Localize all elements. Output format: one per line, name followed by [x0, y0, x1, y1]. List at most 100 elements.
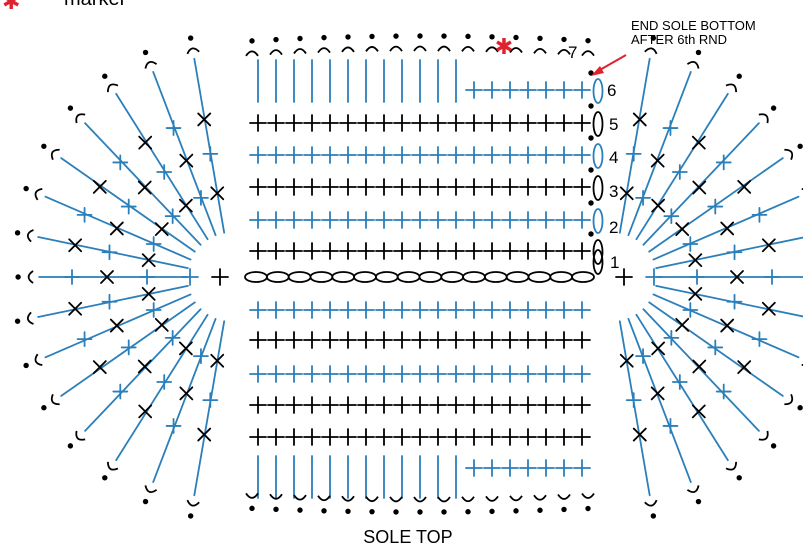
chain-loop-icon: [27, 270, 34, 284]
sc-stitch-icon: [537, 428, 555, 446]
sc-stitch-icon: [411, 114, 429, 132]
sc-stitch-icon: [573, 396, 591, 414]
sc-stitch-icon: [555, 211, 573, 229]
sc-stitch-icon: [249, 365, 267, 383]
legend-marker-icon: ✱: [2, 0, 20, 14]
sc-stitch-icon: [447, 428, 465, 446]
chain-loop-icon: [186, 499, 200, 507]
sc-stitch-icon: [375, 365, 393, 383]
slip-stitch-dot-icon: [321, 34, 327, 41]
sc-stitch-icon: [249, 301, 267, 319]
sc-stitch-icon: [303, 211, 321, 229]
sc-stitch-icon: [691, 404, 706, 419]
sc-stitch-icon: [726, 244, 743, 261]
caption: SOLE TOP: [363, 527, 452, 547]
chain-loop-icon: [293, 494, 307, 501]
sc-stitch-icon: [519, 428, 537, 446]
sc-stitch-icon: [339, 146, 357, 164]
sc-stitch-icon: [519, 81, 537, 99]
sc-stitch-icon: [429, 331, 447, 349]
sc-stitch-icon: [92, 179, 107, 194]
sc-stitch-icon: [357, 301, 375, 319]
slip-stitch-dot-icon: [650, 35, 657, 41]
sc-stitch-icon: [339, 331, 357, 349]
chain-loop-icon: [341, 495, 355, 502]
sc-stitch-icon: [197, 112, 212, 127]
radial-stitch-icon: [152, 317, 217, 483]
sc-stitch-icon: [707, 198, 724, 215]
sc-stitch-icon: [145, 236, 162, 252]
sc-stitch-icon: [483, 178, 501, 196]
sc-stitch-icon: [573, 114, 591, 132]
sc-stitch-icon: [357, 114, 375, 132]
sc-stitch-icon: [411, 242, 429, 260]
slip-stitch-dot-icon: [249, 505, 255, 512]
sc-stitch-icon: [411, 396, 429, 414]
chain-loop-icon: [485, 46, 499, 53]
sc-stitch-icon: [465, 178, 483, 196]
turning-chain-icon: [592, 111, 604, 137]
sc-stitch-icon: [483, 114, 501, 132]
turning-chain-icon: [592, 78, 604, 104]
sc-stitch-icon: [675, 317, 690, 332]
chain-loop-icon: [75, 113, 86, 124]
sc-stitch-icon: [555, 178, 573, 196]
sc-stitch-icon: [501, 178, 519, 196]
sc-stitch-icon: [555, 365, 573, 383]
sc-stitch-icon: [519, 114, 537, 132]
sc-stitch-icon: [138, 404, 153, 419]
sc-stitch-icon: [197, 427, 212, 442]
sc-stitch-icon: [537, 178, 555, 196]
sc-stitch-icon: [715, 383, 732, 400]
sc-stitch-icon: [249, 178, 267, 196]
sc-stitch-icon: [249, 114, 267, 132]
sc-stitch-icon: [501, 114, 519, 132]
sc-stitch-icon: [303, 146, 321, 164]
sc-stitch-icon: [411, 211, 429, 229]
sc-stitch-icon: [688, 286, 703, 301]
sc-stitch-icon: [651, 198, 666, 213]
chain-stitch-icon: [571, 271, 595, 283]
sc-stitch-icon: [393, 146, 411, 164]
sc-stitch-icon: [357, 211, 375, 229]
sc-stitch-icon: [139, 269, 155, 285]
round-label-3: 3: [609, 182, 618, 201]
sc-stitch-icon: [181, 268, 199, 286]
slip-stitch-dots: [14, 33, 803, 519]
sc-stitch-icon: [720, 221, 735, 236]
sc-stitch-icon: [393, 396, 411, 414]
slip-stitch-dot-icon: [736, 475, 742, 481]
sc-stitch-icon: [339, 301, 357, 319]
chain-loop-icon: [245, 50, 259, 57]
slip-stitch-dot-icon: [393, 509, 399, 515]
sc-stitch-icon: [429, 301, 447, 319]
sc-stitch-icon: [249, 146, 267, 164]
sc-stitch-icon: [501, 81, 519, 99]
sc-stitch-icon: [465, 396, 483, 414]
sc-stitch-icon: [537, 146, 555, 164]
sc-stitch-icon: [465, 242, 483, 260]
chain-loop-icon: [437, 45, 451, 52]
sc-stitch-icon: [625, 145, 642, 162]
sc-stitch-icon: [76, 206, 93, 223]
sc-stitch-icon: [632, 112, 647, 127]
round-label-2: 2: [609, 218, 618, 237]
chain-loop-icon: [269, 493, 283, 500]
sc-stitch-icon: [447, 365, 465, 383]
sc-stitch-icon: [141, 253, 156, 268]
sc-stitch-icon: [429, 428, 447, 446]
sc-stitch-icon: [375, 331, 393, 349]
sc-stitch-icon: [92, 360, 107, 375]
sc-stitch-icon: [145, 302, 162, 318]
sc-stitch-icon: [707, 339, 724, 356]
sc-stitch-icon: [321, 178, 339, 196]
sc-stitch-icon: [519, 211, 537, 229]
chain-loop-icon: [581, 50, 595, 57]
sc-stitch-icon: [411, 301, 429, 319]
radial-stitch-icon: [618, 320, 651, 497]
radial-stitch-icon: [193, 320, 226, 497]
sc-stitch-icon: [537, 331, 555, 349]
sc-stitch-icon: [141, 286, 156, 301]
sc-stitch-icon: [573, 301, 591, 319]
sc-stitch-icon: [101, 293, 118, 310]
